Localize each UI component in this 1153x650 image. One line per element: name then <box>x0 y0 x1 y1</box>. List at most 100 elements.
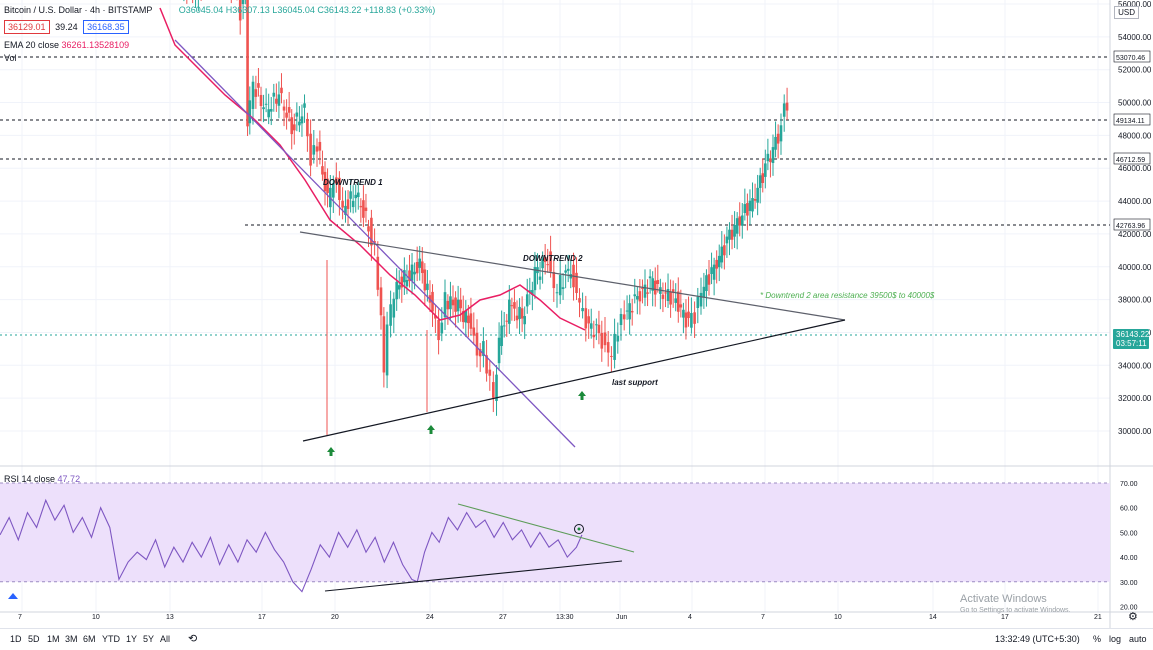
candle-body <box>392 298 396 318</box>
candle-body <box>510 305 514 307</box>
candle-body <box>643 284 647 298</box>
goto-date-icon[interactable]: ⟲ <box>188 633 198 645</box>
candle-body <box>280 87 283 94</box>
range-5d[interactable]: 5D <box>28 634 40 644</box>
candle-body <box>653 280 657 295</box>
log-toggle[interactable]: log <box>1109 634 1122 644</box>
auto-toggle[interactable]: auto <box>1129 634 1147 644</box>
candle-body <box>443 292 447 318</box>
candle-body <box>423 269 427 291</box>
time-axis-label: 7 <box>18 614 22 621</box>
range-1y[interactable]: 1Y <box>126 634 138 644</box>
rsi-trendline-lower[interactable] <box>324 560 623 592</box>
candle-body <box>309 133 312 166</box>
rsi-legend[interactable]: RSI 14 close 47.72 <box>4 474 80 484</box>
candle-body <box>518 306 521 319</box>
downtrend-2-line[interactable] <box>299 231 846 321</box>
candle-body <box>385 324 389 376</box>
candle-body <box>720 246 724 263</box>
price-axis-label: 44000.00 <box>1118 197 1152 206</box>
candle-body <box>578 298 581 303</box>
price-axis-label: 42000.00 <box>1118 230 1152 239</box>
ema-legend[interactable]: EMA 20 close 36261.13528109 <box>4 40 129 50</box>
candle-body <box>246 0 249 127</box>
time-axis-label: 14 <box>929 614 937 621</box>
candle-body <box>272 92 276 97</box>
rsi-value: 47.72 <box>57 474 81 484</box>
range-3m[interactable]: 3M <box>65 634 78 644</box>
candle-body <box>418 258 422 268</box>
range-6m[interactable]: 6M <box>83 634 96 644</box>
candle-body <box>341 200 344 208</box>
candle-body <box>413 271 416 275</box>
downtrend-1-line[interactable] <box>174 39 576 448</box>
rsi-axis-label: 70.00 <box>1120 481 1138 488</box>
price-level-tag <box>1113 50 1151 63</box>
candle-body <box>349 191 352 199</box>
candle-body <box>277 94 281 106</box>
candle-body <box>636 296 639 300</box>
range-1m[interactable]: 1M <box>47 634 60 644</box>
candle-body <box>684 312 688 328</box>
range-1d[interactable]: 1D <box>10 634 22 644</box>
time-axis-label: 17 <box>1001 614 1009 621</box>
candle-body <box>426 283 429 290</box>
clock[interactable]: 13:32:49 (UTC+5:30) <box>995 634 1080 644</box>
candle-body <box>549 251 552 272</box>
rsi-line[interactable] <box>0 498 583 593</box>
candle-body <box>500 325 503 347</box>
candle-body <box>356 192 360 198</box>
ema-line[interactable] <box>159 7 586 331</box>
candle-body <box>335 177 338 184</box>
symbol-title[interactable]: Bitcoin / U.S. Dollar · 4h · BITSTAMP <box>4 5 153 15</box>
range-ytd[interactable]: YTD <box>102 634 120 644</box>
candle-body <box>312 145 316 155</box>
bottom-toolbar: 1D 5D 1M 3M 6M YTD 1Y 5Y All ⟲ 13:32:49 … <box>0 628 1153 650</box>
candle-body <box>449 296 452 310</box>
settings-gear-icon[interactable]: ⚙ <box>1128 611 1138 623</box>
candle-body <box>561 287 565 290</box>
candle-body <box>269 109 273 112</box>
candle-body <box>616 335 620 342</box>
buy-button[interactable]: 36168.35 <box>83 20 129 34</box>
volume-legend[interactable]: Vol <box>4 53 17 63</box>
candle-body <box>710 267 713 275</box>
candle-body <box>566 268 570 271</box>
candle-body <box>472 327 476 336</box>
price-axis-label: 30000.00 <box>1118 427 1152 436</box>
candle-body <box>403 270 406 283</box>
candle-body <box>475 332 479 356</box>
range-5y[interactable]: 5Y <box>143 634 155 644</box>
candle-body <box>373 241 376 243</box>
candle-body <box>434 315 437 319</box>
symbol-legend: Bitcoin / U.S. Dollar · 4h · BITSTAMP O3… <box>4 5 435 15</box>
price-axis-label: 32000.00 <box>1118 394 1152 403</box>
candle-body <box>743 204 747 213</box>
candle-body <box>622 314 626 320</box>
candle-body <box>440 322 444 334</box>
candle-body <box>712 264 716 280</box>
percent-toggle[interactable]: % <box>1093 634 1102 644</box>
candle-body <box>648 276 652 279</box>
rsi-trendline-upper[interactable] <box>457 503 635 553</box>
candle-body <box>459 299 462 309</box>
candle-body <box>782 103 786 117</box>
sell-button[interactable]: 36129.01 <box>4 20 50 34</box>
range-all[interactable]: All <box>160 634 171 644</box>
candle-body <box>735 218 739 234</box>
candle-body <box>651 278 654 291</box>
currency-button[interactable]: USD <box>1114 6 1139 19</box>
candle-body <box>592 334 596 338</box>
candle-body <box>300 116 304 124</box>
current-price: 36143.22 <box>1116 330 1150 339</box>
support-line[interactable] <box>302 319 846 442</box>
candle-body <box>251 81 255 109</box>
candle-body <box>674 298 678 303</box>
candle-body <box>315 146 319 152</box>
ema-label: EMA 20 close <box>4 40 60 50</box>
candle-body <box>619 313 623 326</box>
ohlc-values: O36045.04 H36307.13 L36045.04 C36143.22 … <box>178 5 436 15</box>
candle-body <box>669 291 672 305</box>
